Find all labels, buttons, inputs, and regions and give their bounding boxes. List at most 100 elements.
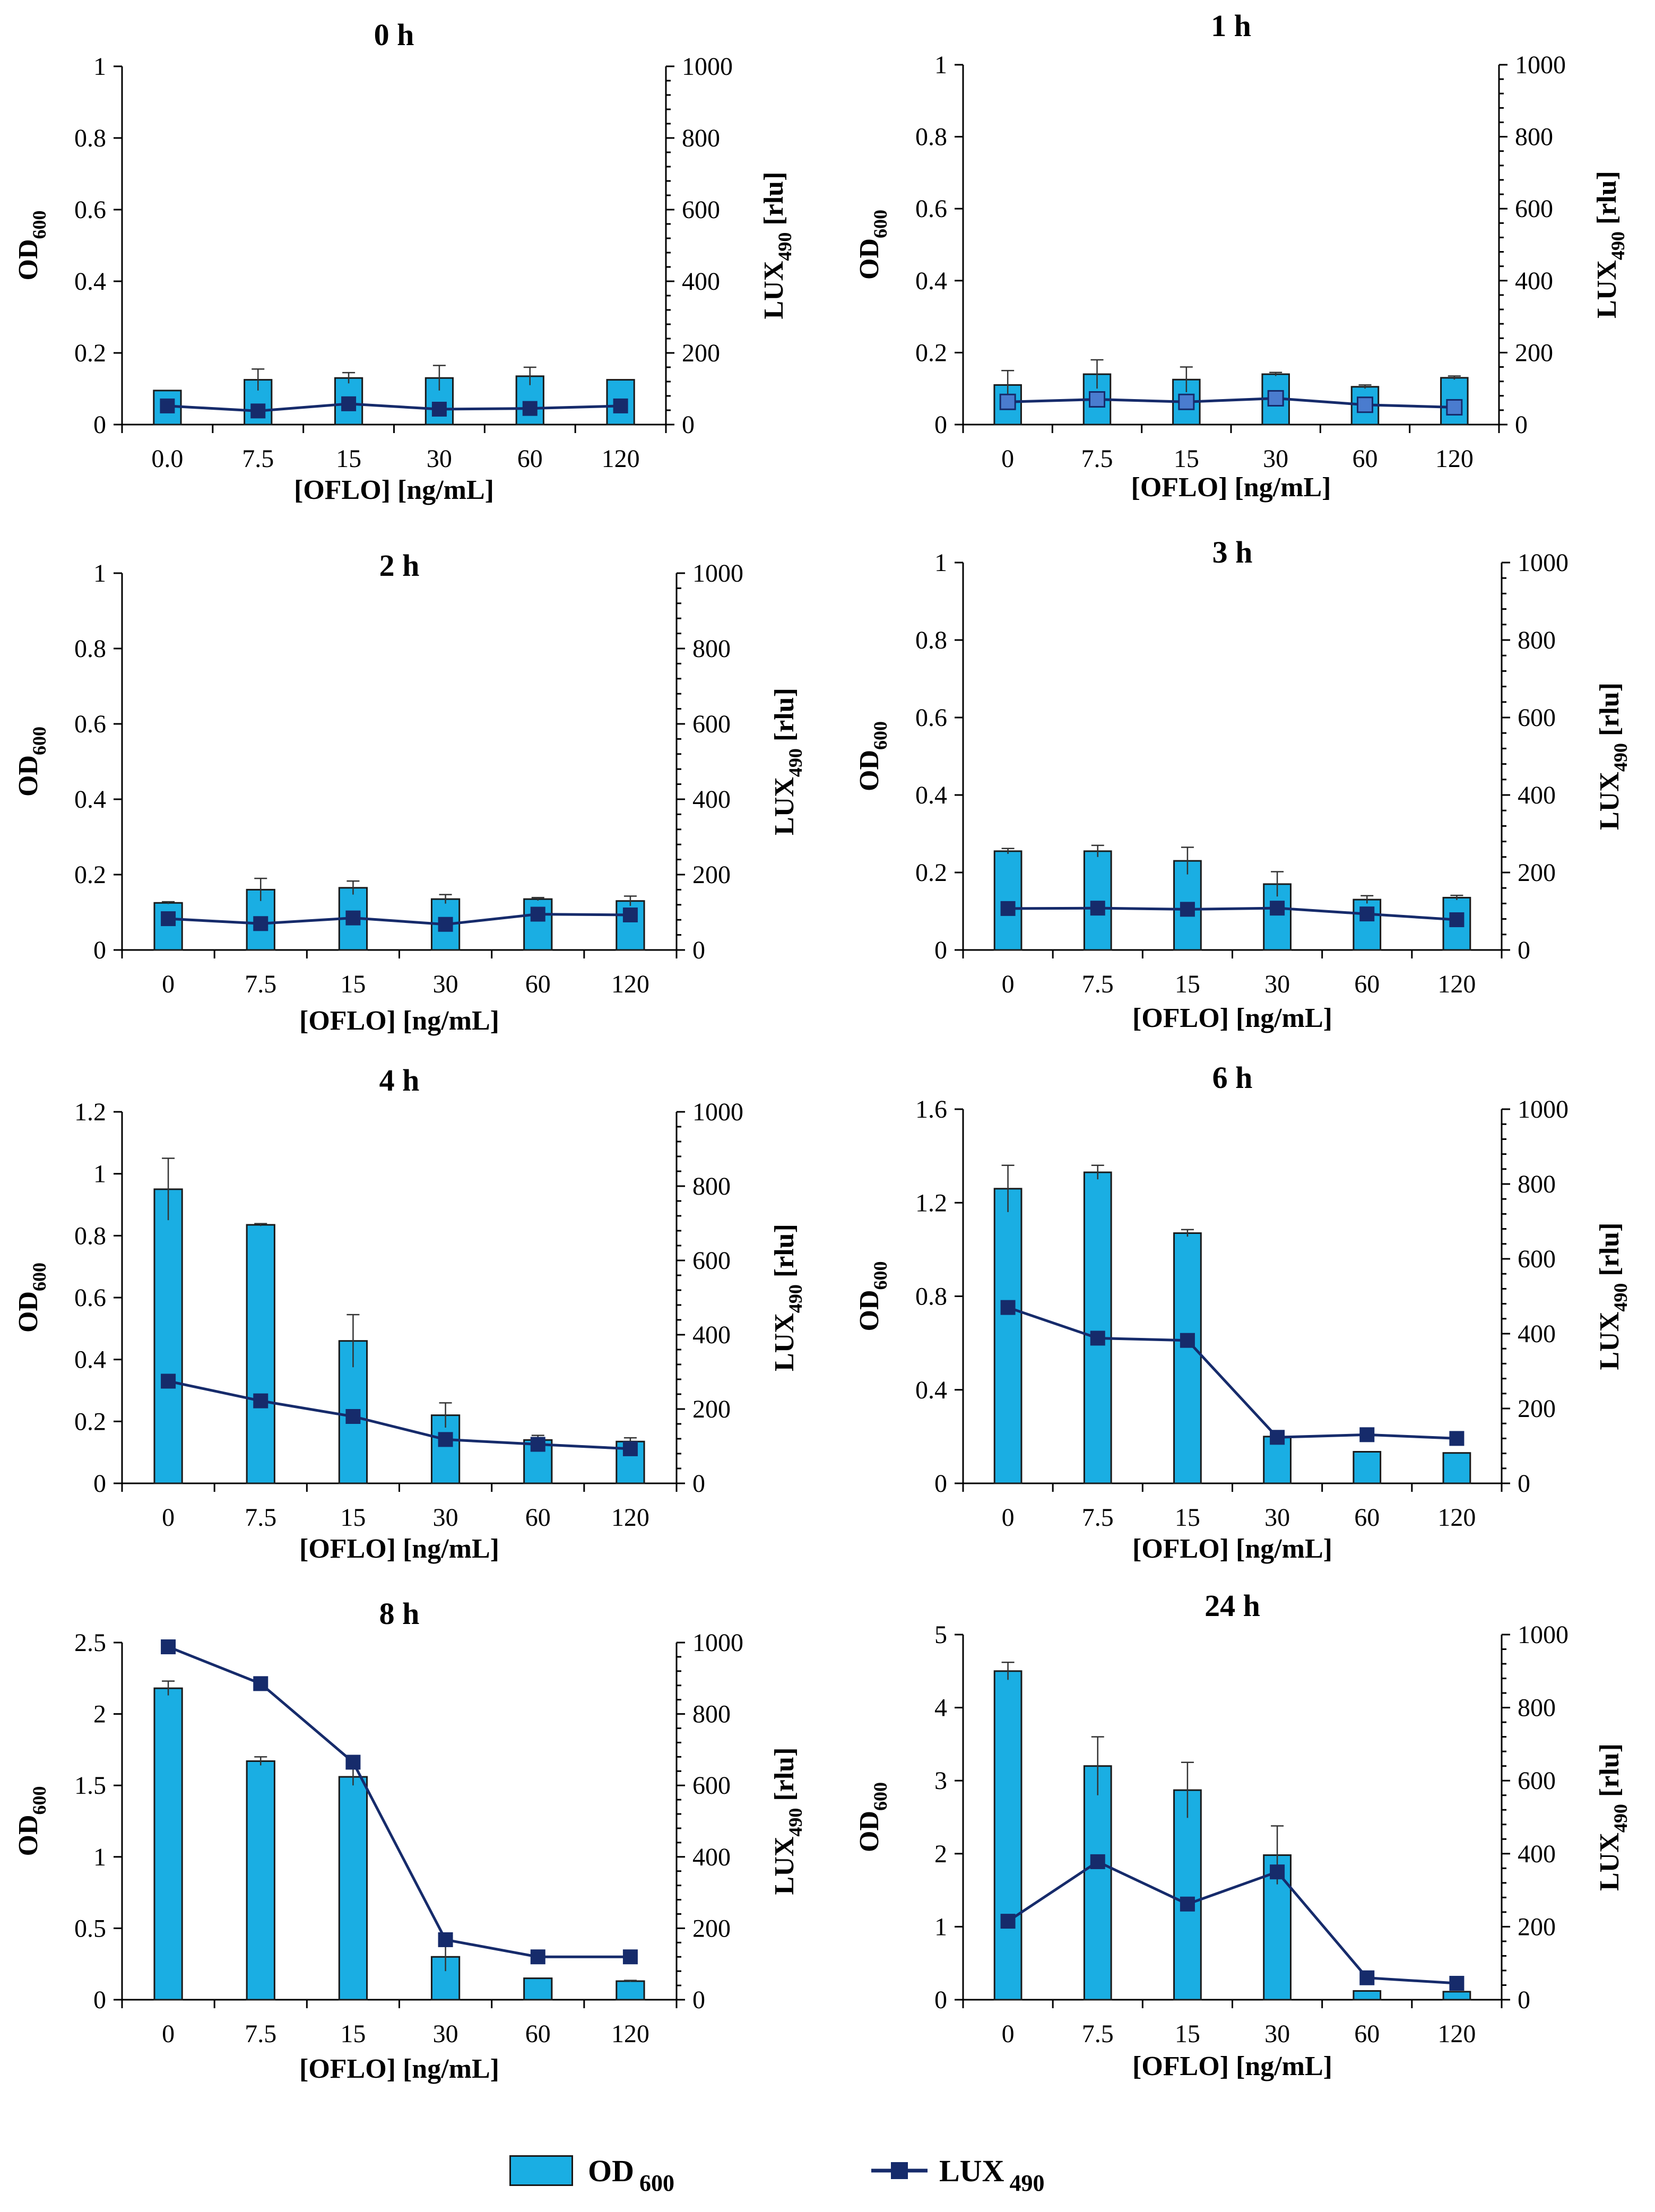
y-axis-label-right-main: LUX [1595, 1312, 1625, 1370]
y-tick-label-right: 800 [692, 1700, 731, 1729]
y-tick-label-right: 1000 [692, 559, 743, 587]
lux490-line [167, 402, 621, 412]
lux490-point [1180, 902, 1195, 917]
y-tick-label-left: 0.6 [74, 196, 106, 224]
lux490-point [613, 398, 628, 413]
lux490-point [438, 917, 453, 932]
y-axis-label-left-main: OD [854, 238, 885, 280]
y-tick-label-left: 0.8 [74, 635, 106, 663]
lux490-point [1178, 393, 1195, 410]
od600-bar [523, 898, 553, 951]
x-tick-label: 60 [525, 970, 551, 998]
y-tick-label-left: 0 [93, 411, 106, 439]
od600-bar [1083, 1171, 1112, 1484]
lux490-point [160, 398, 175, 413]
y-tick-label-right: 600 [682, 196, 720, 224]
lux490-point [1000, 1914, 1016, 1929]
x-tick-label: 60 [1354, 1504, 1380, 1532]
x-tick-label: 0 [1002, 2020, 1015, 2048]
x-tick-label: 0 [1001, 445, 1014, 473]
x-tick-label: 0 [1002, 970, 1015, 998]
y-axis-label-right-sub: 490 [1607, 231, 1628, 260]
y-tick-label-right: 0 [1518, 1470, 1530, 1498]
chart-panel-4h: 4 h 0 0.2 0.4 0.6 0.8 1 1.2 0 200 400 600 800 1000 0 7.… [13, 1063, 806, 1564]
y-tick-label-left: 0.8 [915, 1283, 947, 1311]
lux490-point [1359, 906, 1375, 922]
od600-bar [1083, 850, 1112, 951]
y-tick-label-left: 4 [934, 1694, 947, 1722]
y-tick-label-right: 600 [1515, 195, 1553, 223]
y-tick-label-left: 0.6 [74, 1284, 106, 1312]
lux490-point [522, 401, 538, 416]
x-tick-label: 30 [427, 445, 452, 473]
chart-panel-8h: 8 h 0 0.5 1 1.5 2 2.5 0 200 400 600 800 1000 0 7.5 15 30… [13, 1596, 806, 2084]
y-tick-label-right: 1000 [1518, 1095, 1569, 1124]
y-axis-label-right: LUX490 [rlu] [769, 1224, 806, 1371]
y-axis-label-right-sub: 490 [785, 1284, 806, 1313]
y-axis-label-right-main: LUX [769, 1837, 800, 1895]
od600-bar [993, 850, 1023, 951]
lux490-line [1007, 1860, 1457, 1985]
od600-bar [1442, 1991, 1471, 2001]
y-tick-label-right: 800 [1515, 123, 1553, 151]
lux490-line [168, 1645, 630, 1958]
y-tick-label-left: 0.8 [915, 626, 947, 654]
y-tick-label-left: 0 [93, 936, 106, 964]
y-tick-label-right: 400 [1518, 1840, 1556, 1868]
lux490-line [1008, 397, 1454, 409]
od600-bar [153, 1188, 183, 1484]
x-tick-label: 60 [525, 2020, 551, 2048]
lux490-point [341, 396, 357, 411]
chart-panel-6h: 6 h 0 0.4 0.8 1.2 1.6 0 200 400 600 800 1000 0 7.5 15 3… [854, 1060, 1631, 1564]
x-tick-label: 15 [1174, 445, 1199, 473]
x-tick-label: 7.5 [1081, 445, 1113, 473]
legend-label-lux-sub: 490 [1009, 2170, 1045, 2196]
x-tick-label: 7.5 [1082, 970, 1114, 998]
lux490-line [168, 1380, 631, 1450]
y-tick-label-left: 1 [93, 559, 106, 587]
lux490-point [1267, 390, 1284, 407]
od600-bar [1442, 1452, 1471, 1484]
x-tick-label: 60 [525, 1504, 551, 1532]
y-tick-label-right: 800 [1518, 1170, 1556, 1198]
y-tick-label-right: 200 [692, 861, 731, 889]
x-tick-label: 15 [1175, 2020, 1200, 2048]
y-tick-label-right: 200 [1518, 1913, 1556, 1941]
x-tick-label: 7.5 [1082, 2020, 1114, 2048]
y-axis-label-left-sub: 600 [870, 1782, 891, 1811]
y-tick-label-left: 0.6 [915, 195, 947, 223]
x-tick-label: 7.5 [242, 445, 274, 473]
lux490-point [250, 403, 266, 419]
x-tick-label: 60 [1354, 970, 1380, 998]
y-tick-label-left: 3 [934, 1767, 947, 1795]
y-axis-label-right-main: LUX [769, 777, 800, 835]
y-axis-label-right-unit: [rlu] [759, 172, 789, 232]
x-tick-label: 7.5 [245, 1504, 276, 1532]
y-axis-label-right-main: LUX [1592, 260, 1622, 318]
x-tick-label: 0 [162, 970, 175, 998]
x-tick-label: 0 [162, 2020, 175, 2048]
od600-bar [523, 1977, 553, 2001]
y-tick-label-left: 0.2 [74, 1407, 106, 1436]
x-axis-label: [OFLO] [ng/mL] [294, 475, 494, 505]
legend-label-od: OD [588, 2153, 634, 2188]
y-tick-label-left: 2 [934, 1840, 947, 1868]
y-axis-label-left-main: OD [854, 1290, 885, 1332]
lux490-point [1090, 1330, 1105, 1346]
lux490-point [253, 1676, 268, 1691]
x-tick-label: 0.0 [151, 445, 183, 473]
y-tick-label-right: 0 [1518, 936, 1530, 964]
y-tick-label-right: 600 [692, 1247, 731, 1275]
y-axis-label-right: LUX490 [rlu] [769, 688, 806, 835]
y-axis-label-right-unit: [rlu] [1595, 1743, 1625, 1804]
y-tick-label-left: 1.6 [915, 1095, 947, 1124]
lux490-point [1270, 901, 1285, 916]
y-tick-label-left: 0 [934, 1470, 947, 1498]
od600-bar [1083, 1765, 1112, 2001]
x-tick-label: 30 [1264, 970, 1290, 998]
y-tick-label-left: 1 [93, 53, 106, 81]
od600-bar [246, 1760, 275, 2001]
x-tick-label: 15 [340, 1504, 366, 1532]
y-tick-label-right: 400 [1515, 267, 1553, 295]
chart-title: 2 h [379, 548, 420, 583]
